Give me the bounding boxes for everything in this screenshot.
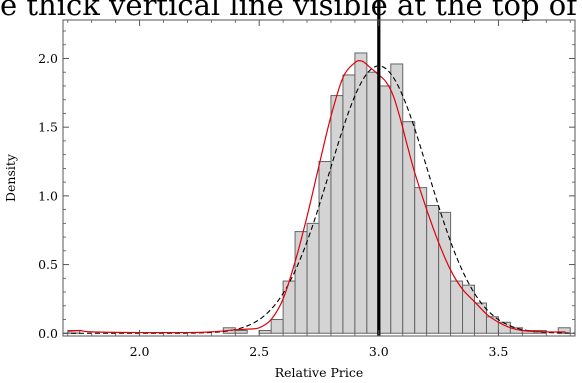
y-tick-label-2: 1.0 [38,188,58,203]
histogram-bar-3 [258,330,272,334]
histogram-bar-19 [450,280,464,334]
histogram-bar-7 [306,222,320,334]
histogram-bar-5 [282,280,296,334]
x-tick-label-1: 2.5 [249,344,269,359]
histogram-bar-10 [342,74,356,334]
histogram-bar-13 [378,85,392,334]
y-axis-label: Density [3,153,18,202]
plot-frame [62,19,576,337]
histogram-bar-27 [557,327,571,334]
x-axis-ticks: 2.0 2.5 3.0 3.5 [67,20,571,359]
x-tick-label-2: 3.0 [369,344,389,359]
histogram-bar-16 [414,187,428,334]
histogram-bar-12 [366,71,380,334]
histogram-bar-17 [426,204,440,334]
histogram-bar-11 [354,52,368,334]
plot-border [62,19,576,337]
normal-density-curve [63,65,576,334]
y-tick-label-1: 0.5 [38,257,58,272]
y-tick-label-0: 0.0 [38,326,58,341]
histogram-bar-4 [270,319,284,334]
density-curves [63,60,576,334]
kernel-density-curve [67,60,566,334]
y-axis-ticks: 0.0 0.5 1.0 1.5 2.0 [38,30,575,341]
histogram-bar-15 [402,121,416,334]
histogram-bar-14 [390,63,404,334]
histogram-bar-18 [438,211,452,334]
y-tick-label-4: 2.0 [38,51,58,66]
caption-fragment: e thick vertical line visible at the top… [0,0,582,22]
histogram-bar-2 [234,330,248,334]
x-axis-label: Relative Price [275,365,364,380]
x-tick-label-0: 2.0 [130,344,150,359]
histogram-bar-9 [330,95,344,334]
histogram-bar-6 [294,231,308,334]
y-tick-label-3: 1.5 [38,120,58,135]
x-tick-label-3: 3.5 [488,344,508,359]
histogram-bars [67,52,571,334]
